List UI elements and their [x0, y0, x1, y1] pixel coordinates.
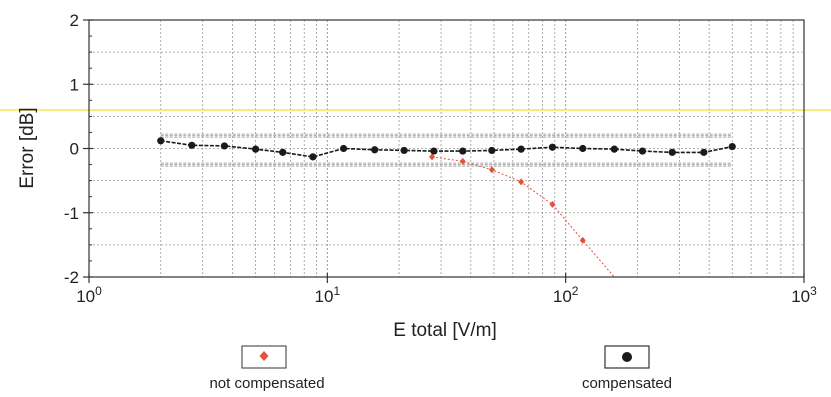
data-point-compensated [668, 148, 676, 156]
series [157, 137, 736, 278]
data-point-not-compensated [518, 178, 525, 186]
x-tick-label: 103 [791, 284, 817, 306]
data-point-compensated [400, 146, 408, 155]
data-point-compensated [638, 147, 647, 155]
data-point-compensated [430, 147, 438, 155]
legend-swatch-box [604, 345, 650, 369]
data-point-compensated [251, 145, 260, 153]
y-tick-label: 1 [70, 75, 79, 94]
data-point-not-compensated [549, 200, 556, 208]
data-point-compensated [517, 145, 525, 153]
series-line-compensated [160, 140, 733, 158]
data-point-not-compensated [579, 236, 586, 244]
legend: not compensated compensated [209, 345, 672, 392]
x-tick-label: 102 [553, 284, 579, 306]
data-point-compensated [459, 147, 467, 155]
data-point-compensated [579, 144, 587, 153]
y-tick-label: 2 [70, 11, 79, 30]
y-tick-label: -1 [64, 204, 79, 223]
data-point-not-compensated [429, 153, 436, 161]
data-point-compensated [371, 146, 379, 154]
data-point-compensated [700, 148, 708, 156]
x-tick-label: 101 [315, 284, 341, 306]
data-point-compensated [339, 144, 348, 153]
data-point-compensated [279, 148, 287, 156]
legend-item-compensated: compensated [582, 345, 672, 392]
data-point-compensated [488, 146, 496, 155]
grid [89, 20, 804, 277]
x-tick-label: 100 [76, 284, 102, 306]
data-point-compensated [188, 141, 196, 149]
legend-diamond-marker [259, 351, 269, 361]
data-point-not-compensated [488, 166, 495, 174]
data-point-compensated [309, 153, 317, 161]
series-line-not-compensated [431, 156, 615, 278]
legend-item-not-compensated: not compensated [209, 345, 325, 392]
y-tick-label: -2 [64, 268, 79, 287]
data-point-compensated [728, 142, 736, 151]
legend-circle-marker [622, 352, 632, 362]
legend-swatch-box [241, 345, 287, 369]
data-point-compensated [610, 145, 618, 153]
data-point-compensated [157, 137, 165, 145]
y-tick-label: 0 [70, 140, 79, 159]
x-axis-label: E total [V/m] [393, 320, 496, 341]
data-point-not-compensated [459, 157, 466, 165]
tolerance-band [160, 133, 733, 167]
data-point-compensated [548, 143, 557, 151]
legend-label-not-compensated: not compensated [209, 375, 324, 392]
data-point-compensated [220, 142, 229, 150]
legend-label-compensated: compensated [582, 375, 672, 392]
y-axis-label: Error [dB] [17, 107, 38, 188]
